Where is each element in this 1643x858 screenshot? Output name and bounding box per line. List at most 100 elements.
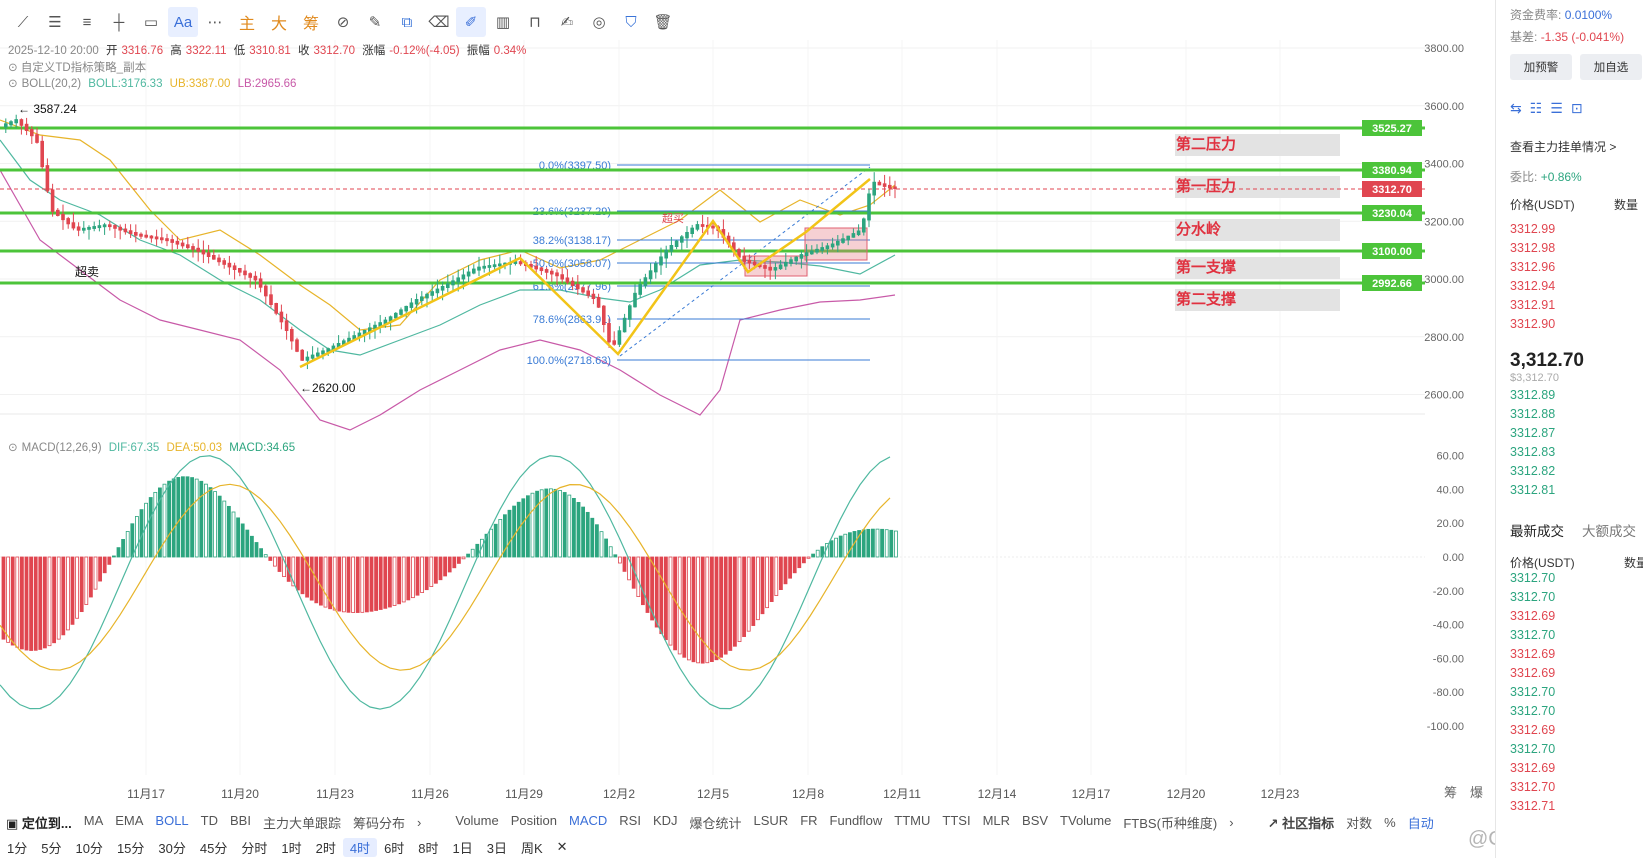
tab-big-trades[interactable]: 大额成交 (1582, 524, 1636, 539)
candle-body (295, 339, 299, 352)
sub-indicator-tab[interactable]: 爆仓统计 (689, 815, 742, 831)
timeframe-button[interactable]: 45分 (199, 840, 228, 856)
sub-indicator-tab[interactable]: Position (510, 812, 557, 828)
sub-more-chevron-icon[interactable]: › (1229, 814, 1234, 830)
big-tool-button[interactable]: 大 (270, 16, 287, 33)
sub-indicator-tab[interactable]: Fundflow (829, 812, 883, 828)
horizontal-lines-tool-icon[interactable]: ☰ (48, 14, 62, 31)
timeframe-button[interactable]: 1日 (452, 840, 473, 856)
timeframe-button[interactable]: 1时 (281, 840, 302, 856)
timeframe-button[interactable]: 15分 (116, 840, 145, 856)
main-indicator-tab[interactable]: BOLL (155, 812, 189, 828)
qty-header: 数量 (1614, 198, 1639, 212)
timeframe-button[interactable]: 6时 (384, 840, 405, 856)
chip-tool-button[interactable]: 筹 (302, 16, 319, 33)
sub-indicator-tab[interactable]: Volume (455, 812, 499, 828)
rectangle-tool-icon[interactable]: ▭ (143, 14, 159, 31)
tab-latest-trades[interactable]: 最新成交 (1510, 524, 1564, 539)
macd-label: MACD(12,26,9) (21, 442, 102, 454)
timeframe-button[interactable]: 5分 (41, 840, 62, 856)
timeframe-button[interactable]: 8时 (418, 840, 439, 856)
sub-indicator-tab[interactable]: LSUR (753, 812, 789, 828)
boll-legend[interactable]: ⊙ BOLL(20,2) BOLL:3176.33 UB:3387.00 LB:2… (8, 78, 297, 90)
price-axis-label: 3200.00 (1424, 216, 1464, 228)
macd-histogram-bar (61, 556, 66, 636)
timeframe-button[interactable]: 30分 (158, 840, 186, 856)
text-tool-icon[interactable]: Aa (168, 7, 198, 37)
add-favorite-button[interactable]: 加自选 (1580, 54, 1642, 80)
candle-tool-icon[interactable]: ▥ (495, 14, 511, 31)
ask-row[interactable]: 3312.96 (1510, 260, 1556, 274)
filter-tool-icon[interactable]: ⛉ (625, 13, 637, 31)
bid-row[interactable]: 3312.89 (1510, 388, 1556, 402)
parallel-lines-tool-icon[interactable]: ≡ (82, 13, 92, 31)
corner-chip-toggle[interactable]: 筹 (1444, 785, 1458, 800)
ask-row[interactable]: 3312.99 (1510, 222, 1556, 236)
add-alert-button[interactable]: 加预警 (1510, 54, 1572, 80)
sub-indicator-tab[interactable]: MACD (568, 812, 608, 828)
main-indicator-tab[interactable]: EMA (115, 812, 144, 828)
corner-liq-toggle[interactable]: 爆 (1470, 785, 1484, 800)
bid-row[interactable]: 3312.82 (1510, 464, 1556, 478)
community-indicators-button[interactable]: ↗ 社区指标 (1267, 815, 1335, 831)
ask-row[interactable]: 3312.98 (1510, 241, 1556, 255)
edit-tool-icon[interactable]: ✍ (560, 14, 574, 31)
ask-row[interactable]: 3312.94 (1510, 279, 1556, 293)
timeframe-button[interactable]: 1分 (7, 840, 28, 856)
locate-button[interactable]: ▣ 定位到... (6, 815, 72, 831)
price-chart-svg[interactable]: 0.0%(3397.50)23.6%(3237.29)38.2%(3138.17… (0, 40, 1495, 805)
current-price-tag (1362, 181, 1422, 197)
timeframe-button[interactable]: 4时 (342, 837, 378, 857)
main-indicator-tab[interactable]: BBI (230, 812, 251, 828)
sub-indicator-tab[interactable]: TVolume (1060, 812, 1112, 828)
line-tool-icon[interactable]: ⟋ (17, 13, 29, 31)
auto-scale-button[interactable]: 自动 (1407, 815, 1434, 831)
timeframe-button[interactable]: 3日 (486, 840, 507, 856)
pen-tool-icon[interactable]: ✐ (456, 7, 486, 37)
lock-tool-icon[interactable]: ⊓ (529, 14, 541, 31)
sub-indicator-tab[interactable]: FTBS(币种维度) (1123, 815, 1218, 831)
main-indicator-tab[interactable]: MA (83, 812, 104, 828)
bid-row[interactable]: 3312.87 (1510, 426, 1556, 440)
bid-row[interactable]: 3312.83 (1510, 445, 1556, 459)
timeframe-button[interactable]: 周K (521, 840, 543, 856)
chart-area[interactable]: 0.0%(3397.50)23.6%(3237.29)38.2%(3138.17… (0, 40, 1495, 805)
strategy-line[interactable]: ⊙ 自定义TD指标策略_副本 (8, 62, 147, 74)
copy-tool-icon[interactable]: ⧉ (401, 13, 413, 31)
sub-indicator-tab[interactable]: MLR (982, 812, 1011, 828)
eraser-tool-icon[interactable]: ⌫ (428, 14, 450, 31)
ask-row[interactable]: 3312.91 (1510, 298, 1556, 312)
log-scale-button[interactable]: 对数 (1346, 815, 1373, 831)
sub-indicator-tab[interactable]: FR (800, 812, 818, 828)
main-tool-button[interactable]: 主 (238, 16, 255, 33)
timeframe-button[interactable]: 10分 (75, 840, 103, 856)
orderbook-view-icons[interactable]: ⇆☷☰⊡ (1510, 100, 1591, 116)
close-icon[interactable]: ✕ (556, 839, 568, 854)
main-indicator-tab[interactable]: TD (200, 812, 219, 828)
sub-indicator-tab[interactable]: BSV (1022, 812, 1049, 828)
brush-tool-icon[interactable]: ✎ (368, 14, 382, 31)
timeframe-button[interactable]: 分时 (241, 840, 268, 856)
ask-row[interactable]: 3312.90 (1510, 317, 1556, 331)
main-orders-link[interactable]: 查看主力挂单情况 > (1510, 140, 1617, 154)
magnet-tool-icon[interactable]: ◎ (592, 14, 606, 31)
cross-line-tool-icon[interactable]: ┼ (113, 13, 125, 31)
main-indicator-tab[interactable]: 筹码分布 (353, 815, 406, 831)
macd-legend[interactable]: ⊙ MACD(12,26,9) DIF:67.35 DEA:50.03 MACD:… (8, 442, 296, 454)
bid-row[interactable]: 3312.88 (1510, 407, 1556, 421)
candle-body (373, 324, 377, 330)
indicator-tool-icon[interactable]: ⊘ (336, 14, 350, 31)
sub-indicator-tab[interactable]: TTMU (894, 812, 931, 828)
timeframe-button[interactable]: 2时 (315, 840, 336, 856)
macd-histogram-bar (231, 511, 236, 558)
delete-tool-icon[interactable]: 🗑 (653, 14, 673, 31)
main-indicator-tab[interactable]: 主力大单跟踪 (262, 815, 341, 831)
sub-indicator-tab[interactable]: KDJ (652, 812, 678, 828)
sub-indicator-tab[interactable]: RSI (619, 812, 641, 828)
main-more-chevron-icon[interactable]: › (417, 814, 422, 830)
more-tool-icon[interactable]: ⋯ (207, 14, 223, 31)
macd-histogram-bar (374, 556, 379, 611)
bid-row[interactable]: 3312.81 (1510, 483, 1556, 497)
percent-scale-button[interactable]: % (1384, 814, 1396, 830)
sub-indicator-tab[interactable]: TTSI (942, 812, 971, 828)
